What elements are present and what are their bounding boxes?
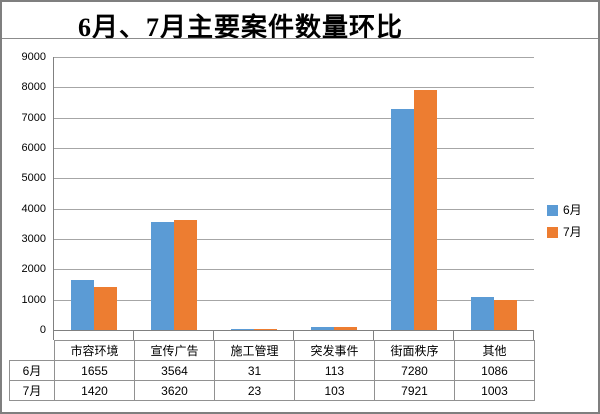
y-tick-label: 5000 [21,172,46,184]
y-tick-label: 3000 [21,233,46,245]
axis-tick [453,330,454,340]
chart-title: 6月、7月主要案件数量环比 [78,13,404,42]
table-cell: 3620 [134,380,215,401]
table-header-cell: 突发事件 [294,340,375,361]
table-cell: 1003 [454,380,535,401]
legend-label: 7月 [563,225,582,239]
y-gridline [54,57,534,58]
y-gridline [54,209,534,210]
table-cell: 1086 [454,360,535,381]
y-tick-label: 7000 [21,112,46,124]
bar-s0-c3 [311,327,334,330]
table-row-jun: 6月 1655 3564 31 113 7280 1086 [9,360,535,381]
y-gridline [54,239,534,240]
axis-tick [293,330,294,340]
bar-s1-c3 [334,327,357,330]
y-tick-label: 9000 [21,51,46,63]
table-cell: 103 [294,380,375,401]
plot-area [53,57,534,331]
table-header-cell: 街面秩序 [374,340,455,361]
table-header-cell: 市容环境 [54,340,135,361]
y-tick-label: 1000 [21,294,46,306]
y-gridline [54,118,534,119]
table-header-cell: 施工管理 [214,340,295,361]
axis-tick [53,330,54,340]
legend-label: 6月 [563,203,582,217]
bar-s0-c4 [391,109,414,330]
table-cell: 1655 [54,360,135,381]
legend: 6月 7月 [547,204,582,239]
bar-s0-c5 [471,297,494,330]
y-axis-labels: 0 1000 2000 3000 4000 5000 6000 7000 8000 9000 [2,51,46,336]
jun-series-swatch-icon [547,205,558,216]
y-gridline [54,269,534,270]
table-header-cell: 其他 [454,340,535,361]
title-separator-line [2,38,598,39]
y-gridline [54,178,534,179]
bar-s1-c0 [94,287,117,330]
bar-s1-c1 [174,220,197,330]
bar-s1-c4 [414,90,437,330]
table-header-row: 市容环境 宣传广告 施工管理 突发事件 街面秩序 其他 [10,340,535,361]
table-cell: 113 [294,360,375,381]
y-gridline [54,300,534,301]
bar-s0-c0 [71,280,94,330]
bar-s1-c5 [494,300,517,330]
table-cell: 31 [214,360,295,381]
y-gridline [54,148,534,149]
table-row-jul: 7月 1420 3620 23 103 7921 1003 [9,380,535,401]
axis-tick [213,330,214,340]
table-cell: 23 [214,380,295,401]
bar-s0-c1 [151,222,174,330]
y-tick-label: 4000 [21,203,46,215]
table-cell: 7921 [374,380,455,401]
y-tick-label: 6000 [21,142,46,154]
table-cell: 3564 [134,360,215,381]
y-tick-label: 0 [39,324,46,336]
bar-s1-c2 [254,329,277,330]
bar-s0-c2 [231,329,254,330]
table-cell: 7280 [374,360,455,381]
y-tick-label: 2000 [21,263,46,275]
data-table: 市容环境 宣传广告 施工管理 突发事件 街面秩序 其他 6月 1655 3564… [9,340,535,401]
table-row-label: 6月 [9,360,55,381]
axis-tick [133,330,134,340]
table-corner-cell [10,341,55,361]
table-header-cell: 宣传广告 [134,340,215,361]
table-row-label: 7月 [9,380,55,401]
y-gridline [54,87,534,88]
category-axis-ticks [53,330,534,340]
y-tick-label: 8000 [21,81,46,93]
axis-tick [373,330,374,340]
legend-item-jul: 7月 [547,226,582,239]
table-cell: 1420 [54,380,135,401]
legend-item-jun: 6月 [547,204,582,217]
axis-tick [533,330,534,340]
jul-series-swatch-icon [547,227,558,238]
